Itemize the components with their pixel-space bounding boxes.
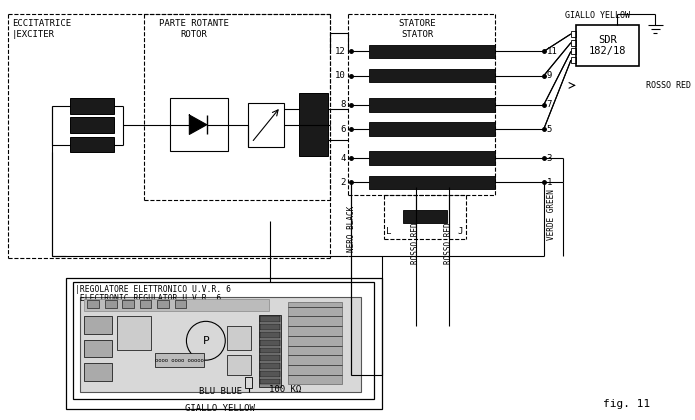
Bar <box>80 297 361 392</box>
Bar <box>247 103 284 147</box>
Bar <box>157 300 169 308</box>
Bar <box>88 300 99 308</box>
Bar <box>575 25 639 66</box>
Bar <box>85 299 269 311</box>
Text: VERDE GREEN: VERDE GREEN <box>547 189 556 240</box>
Bar <box>85 363 112 381</box>
Bar <box>73 283 374 399</box>
Text: 5: 5 <box>547 125 552 134</box>
Bar <box>260 355 279 361</box>
Bar <box>369 98 496 112</box>
Bar <box>85 317 112 334</box>
Bar <box>260 371 279 377</box>
Bar <box>260 348 279 353</box>
Text: 11: 11 <box>547 47 557 56</box>
Bar <box>260 317 279 322</box>
Polygon shape <box>189 115 207 134</box>
Bar <box>369 69 496 82</box>
Bar <box>369 45 496 58</box>
Bar <box>227 326 252 350</box>
Text: BLU BLUE: BLU BLUE <box>199 387 242 396</box>
Text: ROSSO RED: ROSSO RED <box>444 223 453 265</box>
Bar <box>571 31 575 37</box>
Bar <box>369 152 496 165</box>
Text: J: J <box>458 227 463 236</box>
Bar <box>140 300 152 308</box>
Bar <box>288 302 342 384</box>
Bar <box>369 176 496 189</box>
Text: PARTE ROTANTE
ROTOR: PARTE ROTANTE ROTOR <box>159 19 229 39</box>
Bar <box>260 340 279 346</box>
Text: 3: 3 <box>547 154 552 163</box>
Text: L: L <box>386 227 392 236</box>
Bar <box>571 57 575 63</box>
Bar <box>260 332 279 338</box>
Bar <box>170 98 228 152</box>
Bar <box>403 210 447 223</box>
Bar <box>245 377 252 388</box>
Text: 10: 10 <box>335 71 345 80</box>
Bar <box>174 300 186 308</box>
Text: 100 KΩ: 100 KΩ <box>269 385 301 394</box>
Bar <box>117 317 151 350</box>
Bar <box>299 93 328 156</box>
Bar <box>156 353 204 367</box>
Bar <box>66 278 382 409</box>
Bar <box>260 324 279 330</box>
Bar <box>122 300 134 308</box>
Text: 12: 12 <box>335 47 345 56</box>
Bar <box>259 315 281 387</box>
Text: 2: 2 <box>341 178 345 187</box>
Text: 6: 6 <box>341 125 345 134</box>
Text: oooo oooo ooooo: oooo oooo ooooo <box>155 358 204 363</box>
Bar <box>70 98 113 113</box>
Bar <box>70 137 113 152</box>
Text: ECCITATRICE
|EXCITER: ECCITATRICE |EXCITER <box>12 19 71 39</box>
Bar <box>105 300 117 308</box>
Text: ROSSO RED: ROSSO RED <box>411 223 420 265</box>
Text: GIALLO YELLOW: GIALLO YELLOW <box>565 11 630 20</box>
Text: |REGOLATORE ELETTRONICO U.V.R. 6: |REGOLATORE ELETTRONICO U.V.R. 6 <box>75 286 231 294</box>
Text: 4: 4 <box>341 154 345 163</box>
Text: ROSSO RED: ROSSO RED <box>646 81 691 90</box>
Bar <box>260 378 279 384</box>
Text: 1: 1 <box>547 178 552 187</box>
Text: GIALLO YELLOW: GIALLO YELLOW <box>186 404 255 413</box>
Text: fig. 11: fig. 11 <box>603 399 651 409</box>
Text: 8: 8 <box>341 100 345 109</box>
Bar <box>227 355 252 375</box>
Text: P: P <box>202 336 209 346</box>
Bar <box>85 340 112 357</box>
Text: ELECTRONIC REGULATOR U.V.R. 6: ELECTRONIC REGULATOR U.V.R. 6 <box>75 294 221 303</box>
Bar <box>571 48 575 54</box>
Text: 7: 7 <box>547 100 552 109</box>
Text: STATORE
STATOR: STATORE STATOR <box>399 19 436 39</box>
Text: SDR
182/18: SDR 182/18 <box>589 35 626 56</box>
Text: NERO BLACK: NERO BLACK <box>347 206 356 252</box>
Bar <box>70 118 113 133</box>
Bar <box>571 40 575 46</box>
Text: 9: 9 <box>547 71 552 80</box>
Bar <box>369 122 496 136</box>
Bar <box>260 363 279 369</box>
